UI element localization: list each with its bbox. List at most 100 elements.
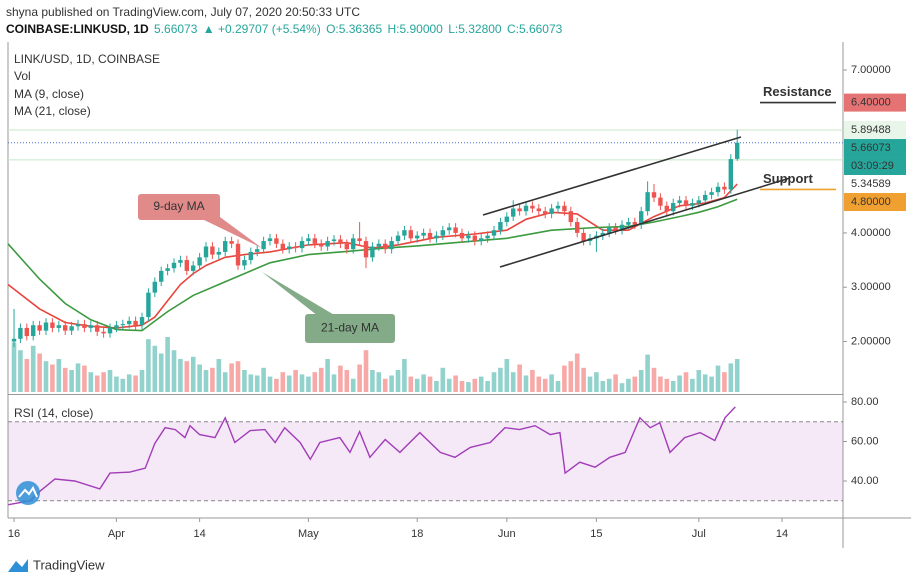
volume-bar xyxy=(722,372,727,392)
annotation-box xyxy=(305,314,395,343)
volume-bar xyxy=(363,350,369,392)
trend-line xyxy=(482,136,742,216)
candle-body xyxy=(50,322,55,328)
volume-bar xyxy=(350,378,356,392)
legend-ma9: MA (9, close) xyxy=(14,87,84,101)
candle-body xyxy=(139,317,145,326)
candle-body xyxy=(472,235,478,242)
volume-bar xyxy=(702,374,708,392)
candle-body xyxy=(466,235,471,239)
candle-body xyxy=(491,230,497,236)
candle-body xyxy=(280,243,286,250)
volume-bar xyxy=(395,370,401,392)
x-tick-label: May xyxy=(298,528,319,540)
volume-bar xyxy=(331,374,337,392)
candle-body xyxy=(376,243,382,247)
candle-body xyxy=(197,257,202,266)
volume-bar xyxy=(306,376,311,392)
candle-body xyxy=(421,232,426,236)
high: H:5.90000 xyxy=(387,22,443,36)
candle-body xyxy=(351,238,356,250)
y-tick-label: 4.00000 xyxy=(851,227,891,239)
volume-bar xyxy=(434,381,439,392)
candle-body xyxy=(248,251,254,261)
trend-line xyxy=(499,177,791,268)
volume-bar xyxy=(606,378,612,392)
candle-body xyxy=(722,186,727,190)
volume-bar xyxy=(389,375,394,392)
candle-body xyxy=(632,222,638,225)
candle-body xyxy=(664,205,670,212)
candle-body xyxy=(11,338,17,342)
x-tick-label: Jul xyxy=(692,528,706,540)
volume-bar xyxy=(18,350,23,392)
volume-bar xyxy=(728,363,734,392)
annotation-pointer xyxy=(262,272,336,316)
volume-bar xyxy=(530,370,535,392)
candle-body xyxy=(325,241,330,247)
volume-bar xyxy=(235,361,241,392)
price-label-box xyxy=(844,139,906,158)
candle-body xyxy=(267,238,273,242)
volume-bar xyxy=(709,376,714,392)
candle-body xyxy=(69,326,74,331)
candle-body xyxy=(127,320,132,325)
volume-bar xyxy=(510,372,516,392)
price-label-box xyxy=(844,93,906,112)
candle-body xyxy=(229,241,234,244)
close: C:5.66073 xyxy=(506,22,563,36)
volume-bar xyxy=(158,353,164,392)
volume-bar xyxy=(498,367,503,392)
annotation-text: 9-day MA xyxy=(153,199,204,213)
volume-bar xyxy=(318,367,324,392)
candle-body xyxy=(498,222,503,231)
volume-bar xyxy=(619,383,625,392)
volume-bar xyxy=(210,367,215,392)
volume-bar xyxy=(171,350,177,392)
candle-body xyxy=(216,251,222,255)
candle-body xyxy=(619,224,625,231)
candle-body xyxy=(402,230,407,236)
volume-bar xyxy=(56,359,62,392)
candle-body xyxy=(415,235,420,239)
volume-bar xyxy=(472,378,478,392)
candle-body xyxy=(735,142,740,159)
candle-body xyxy=(165,268,170,271)
candle-body xyxy=(363,241,369,258)
volume-bar xyxy=(414,378,420,392)
volume-bar xyxy=(216,359,222,392)
volume-bar xyxy=(427,376,433,392)
candle-body xyxy=(88,325,94,328)
candle-body xyxy=(696,200,702,204)
volume-bar xyxy=(459,381,465,392)
volume-bar xyxy=(50,364,55,392)
price-label: 5.34589 xyxy=(851,178,891,190)
volume-bar xyxy=(645,354,650,392)
candle-body xyxy=(555,205,561,209)
volume-bar xyxy=(133,375,138,392)
candle-body xyxy=(24,327,30,337)
candle-body xyxy=(293,246,298,249)
volume-bar xyxy=(581,367,586,392)
volume-bar xyxy=(715,365,721,392)
level-label: Resistance xyxy=(763,84,832,99)
x-tick-label: 14 xyxy=(776,528,788,540)
candle-body xyxy=(114,325,119,328)
volume-bar xyxy=(24,359,30,392)
volume-bar xyxy=(485,381,490,392)
candle-body xyxy=(203,246,209,258)
volume-bar xyxy=(190,356,196,392)
price-label: 4.80000 xyxy=(851,196,891,208)
volume-bar xyxy=(197,364,202,392)
candle-body xyxy=(511,208,516,217)
y-tick-label: 7.00000 xyxy=(851,64,891,76)
candle-body xyxy=(43,322,49,331)
candle-body xyxy=(517,208,522,212)
candle-body xyxy=(728,159,734,190)
volume-bar xyxy=(88,372,94,392)
candle-body xyxy=(75,324,81,327)
candle-body xyxy=(101,331,106,334)
rsi-title: RSI (14, close) xyxy=(14,406,93,420)
volume-bar xyxy=(165,337,170,392)
